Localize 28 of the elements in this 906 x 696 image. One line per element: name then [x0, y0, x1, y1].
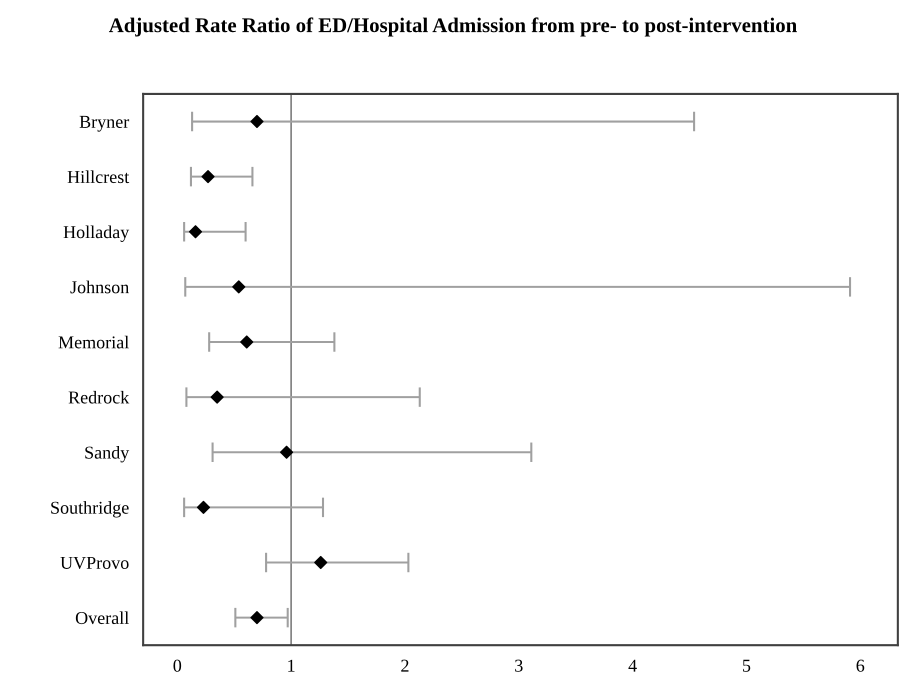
x-tick-label: 4 — [628, 660, 637, 672]
x-tick-label: 3 — [515, 660, 523, 672]
y-tick-label: Southridge — [51, 501, 129, 518]
point — [280, 446, 294, 459]
y-tick-label: UVProvo — [60, 556, 129, 570]
x-tick-label: 2 — [401, 660, 408, 672]
point — [232, 280, 246, 294]
point — [314, 556, 328, 570]
point — [201, 170, 215, 184]
chart-title: Adjusted Rate Ratio of ED/Hospital Admission from pre- to post-intervention — [108, 17, 797, 37]
y-tick-label: Johnson — [70, 280, 129, 294]
y-tick-label: Hillcrest — [68, 170, 130, 184]
x-tick-label: 1 — [288, 660, 295, 672]
point — [196, 500, 210, 514]
y-tick-label: Redrock — [68, 390, 130, 404]
point — [210, 390, 224, 404]
x-tick-label: 6 — [856, 660, 864, 672]
point — [250, 611, 264, 624]
point — [188, 225, 202, 238]
y-tick-label: Overall — [76, 611, 129, 624]
y-tick-label: Holladay — [64, 226, 130, 242]
x-tick-label: 0 — [173, 660, 182, 672]
point — [240, 335, 254, 349]
y-tick-label: Memorial — [58, 336, 129, 348]
y-tick-label: Sandy — [85, 446, 130, 462]
y-tick-label: Bryner — [80, 116, 130, 132]
x-tick-label: 5 — [742, 660, 750, 672]
point — [250, 114, 264, 128]
